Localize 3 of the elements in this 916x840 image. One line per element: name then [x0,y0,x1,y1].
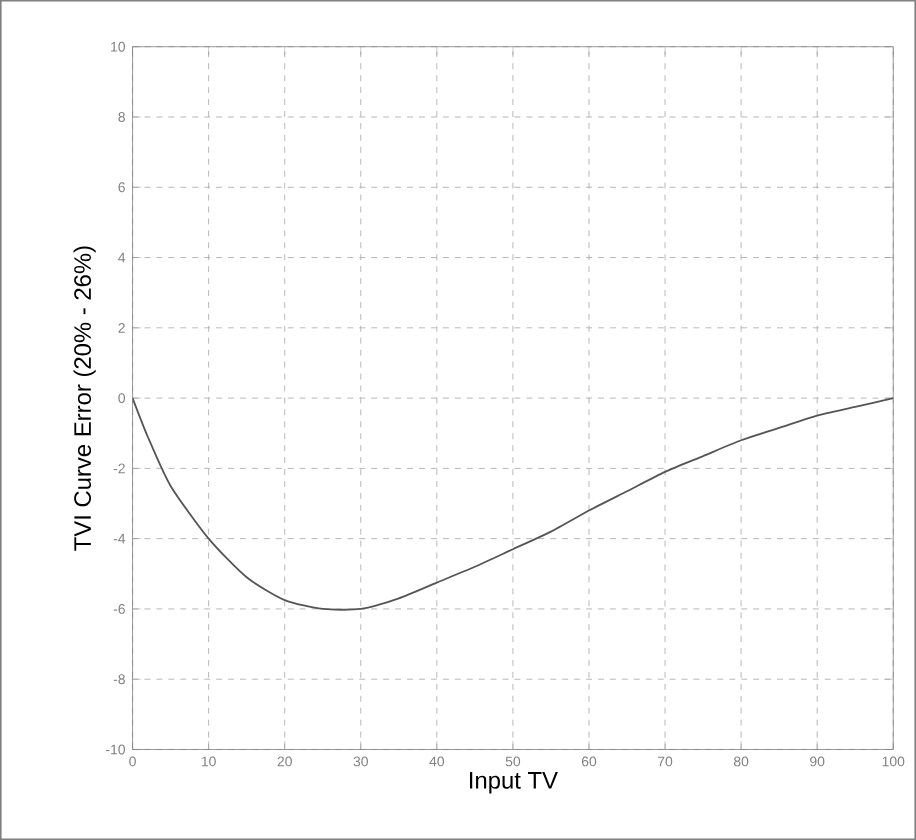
line-series [132,397,894,611]
y-axis-title: TVI Curve Error (20% - 26%) [73,246,96,551]
x-axis-title: Input TV [470,772,558,794]
